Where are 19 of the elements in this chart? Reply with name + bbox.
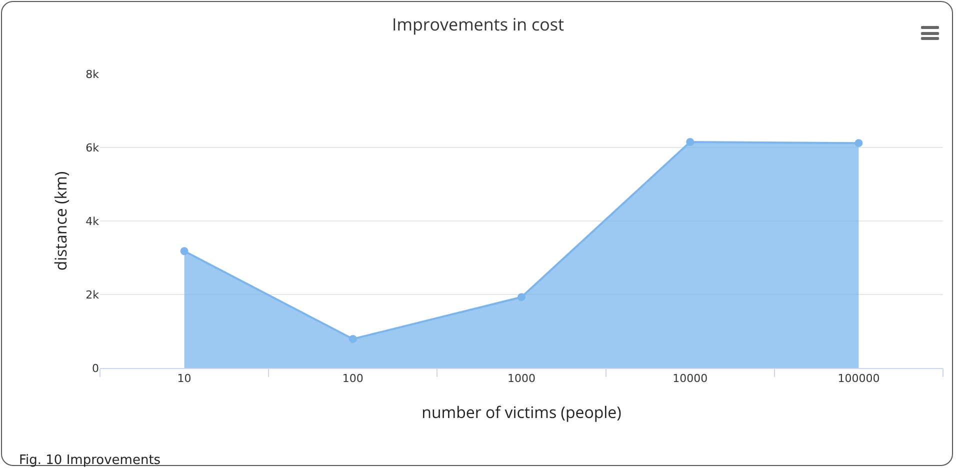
chart-title: Improvements in cost <box>392 12 564 36</box>
x-tick-label: 1000 <box>508 372 536 386</box>
x-tick-label: 10000 <box>672 372 708 386</box>
x-tick-label: 10 <box>177 372 192 386</box>
caption: Fig. 10 Improvements <box>19 453 161 468</box>
point <box>686 138 694 146</box>
x-tick-label: 100 <box>342 372 364 386</box>
point <box>518 293 526 302</box>
y-tick-label: 8k <box>86 68 100 81</box>
y-tick-label: 0 <box>92 362 99 375</box>
x-tick-label: 100000 <box>838 372 880 386</box>
y-axis-title: distance (km) <box>50 171 72 271</box>
x-axis-title: number of victims (people) <box>422 400 622 423</box>
y-tick-label: 2k <box>86 288 100 302</box>
point <box>180 247 188 256</box>
point <box>854 139 863 148</box>
y-tick-label: 6k <box>86 141 100 154</box>
y-tick-label: 4k <box>86 214 100 228</box>
point <box>348 334 357 343</box>
